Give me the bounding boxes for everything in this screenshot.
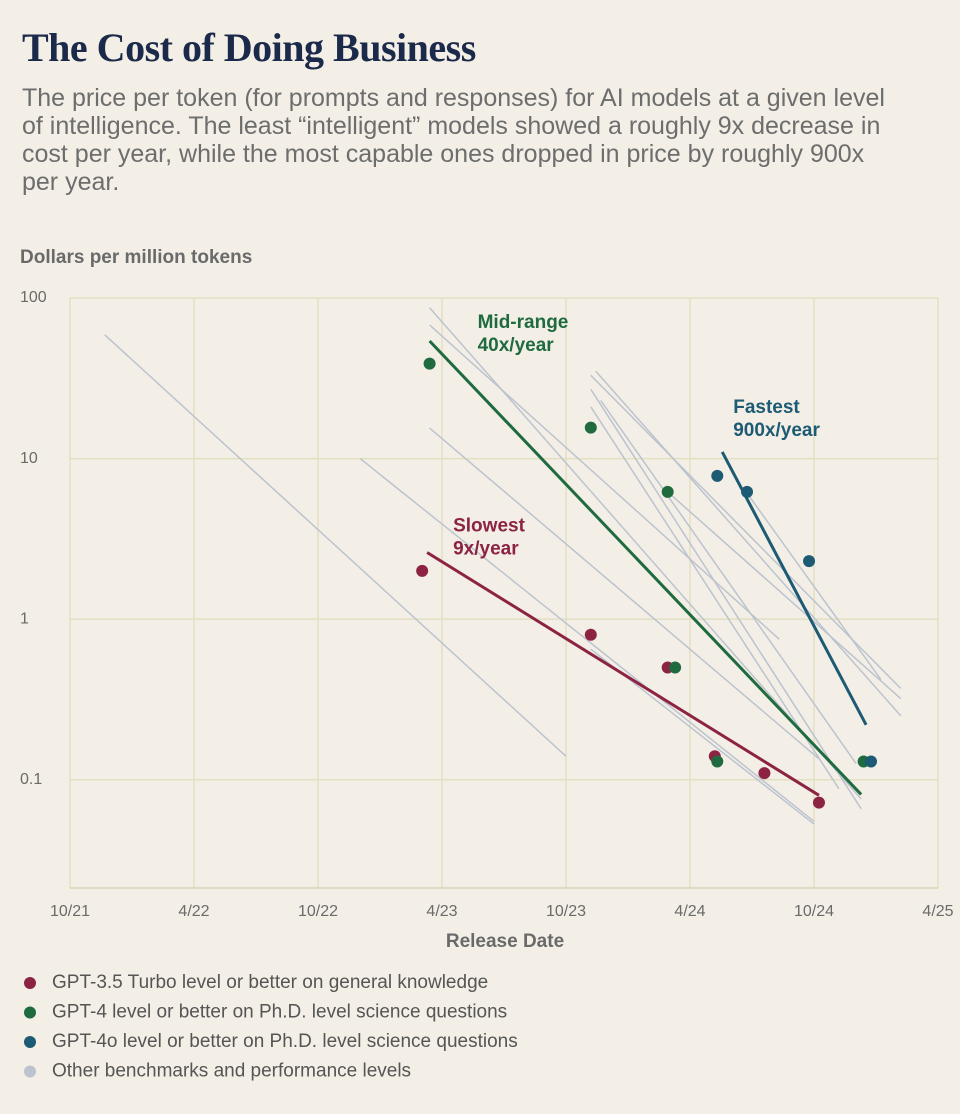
y-tick-label: 10	[20, 450, 38, 467]
trend-annotation: Mid-range	[478, 312, 569, 333]
data-point	[584, 421, 597, 434]
chart-subtitle: The price per token (for prompts and res…	[22, 84, 885, 196]
other-trend-line	[359, 457, 815, 823]
data-point	[711, 469, 724, 482]
other-trend-line	[104, 334, 567, 757]
data-point	[711, 755, 724, 768]
other-trend-line	[664, 489, 902, 700]
legend-label: GPT-4 level or better on Ph.D. level sci…	[52, 1002, 507, 1023]
other-trend-line	[600, 400, 857, 765]
data-point	[669, 661, 682, 674]
legend-label: Other benchmarks and performance levels	[52, 1061, 411, 1082]
y-tick-label: 100	[20, 289, 47, 306]
trend-line	[428, 339, 863, 796]
data-point	[865, 755, 878, 768]
trend-annotation: 900x/year	[733, 420, 820, 441]
trend-annotation: 9x/year	[453, 539, 519, 560]
data-point	[584, 628, 597, 641]
data-point	[423, 357, 436, 370]
trend-annotation: Slowest	[453, 516, 525, 537]
other-trend-line	[590, 406, 840, 790]
trend-line	[426, 551, 820, 797]
data-point	[741, 485, 754, 498]
x-axis-title: Release Date	[446, 931, 564, 952]
x-tick-label: 4/25	[922, 903, 953, 920]
other-trend-line	[429, 427, 820, 760]
x-tick-label: 4/22	[178, 903, 209, 920]
x-tick-label: 10/22	[298, 903, 338, 920]
x-tick-label: 10/21	[50, 903, 90, 920]
x-tick-label: 10/23	[546, 903, 586, 920]
legend-marker	[24, 1065, 36, 1078]
other-trend-line	[429, 324, 780, 640]
x-tick-label: 4/23	[426, 903, 457, 920]
other-trend-line	[743, 489, 882, 681]
data-point	[661, 485, 674, 498]
other-trend-line	[595, 370, 902, 717]
trend-annotation: Fastest	[733, 397, 800, 418]
header: The Cost of Doing Business The price per…	[22, 22, 922, 196]
y-tick-label: 0.1	[20, 771, 42, 788]
legend-marker	[24, 977, 36, 989]
trend-annotation: 40x/year	[478, 335, 555, 356]
legend-label: GPT-3.5 Turbo level or better on general…	[52, 972, 488, 993]
data-point	[803, 555, 816, 568]
x-tick-label: 4/24	[674, 903, 705, 920]
x-tick-label: 10/24	[794, 903, 834, 920]
legend-marker	[24, 1036, 36, 1048]
data-point	[416, 564, 429, 577]
legend-label: GPT-4o level or better on Ph.D. level sc…	[52, 1031, 518, 1052]
legend-marker	[24, 1006, 36, 1019]
data-point	[812, 796, 825, 809]
y-axis-title: Dollars per million tokens	[20, 247, 252, 268]
data-point	[758, 767, 771, 780]
y-tick-label: 1	[20, 610, 29, 627]
other-trend-line	[590, 388, 862, 810]
chart-title: The Cost of Doing Business	[22, 25, 476, 70]
